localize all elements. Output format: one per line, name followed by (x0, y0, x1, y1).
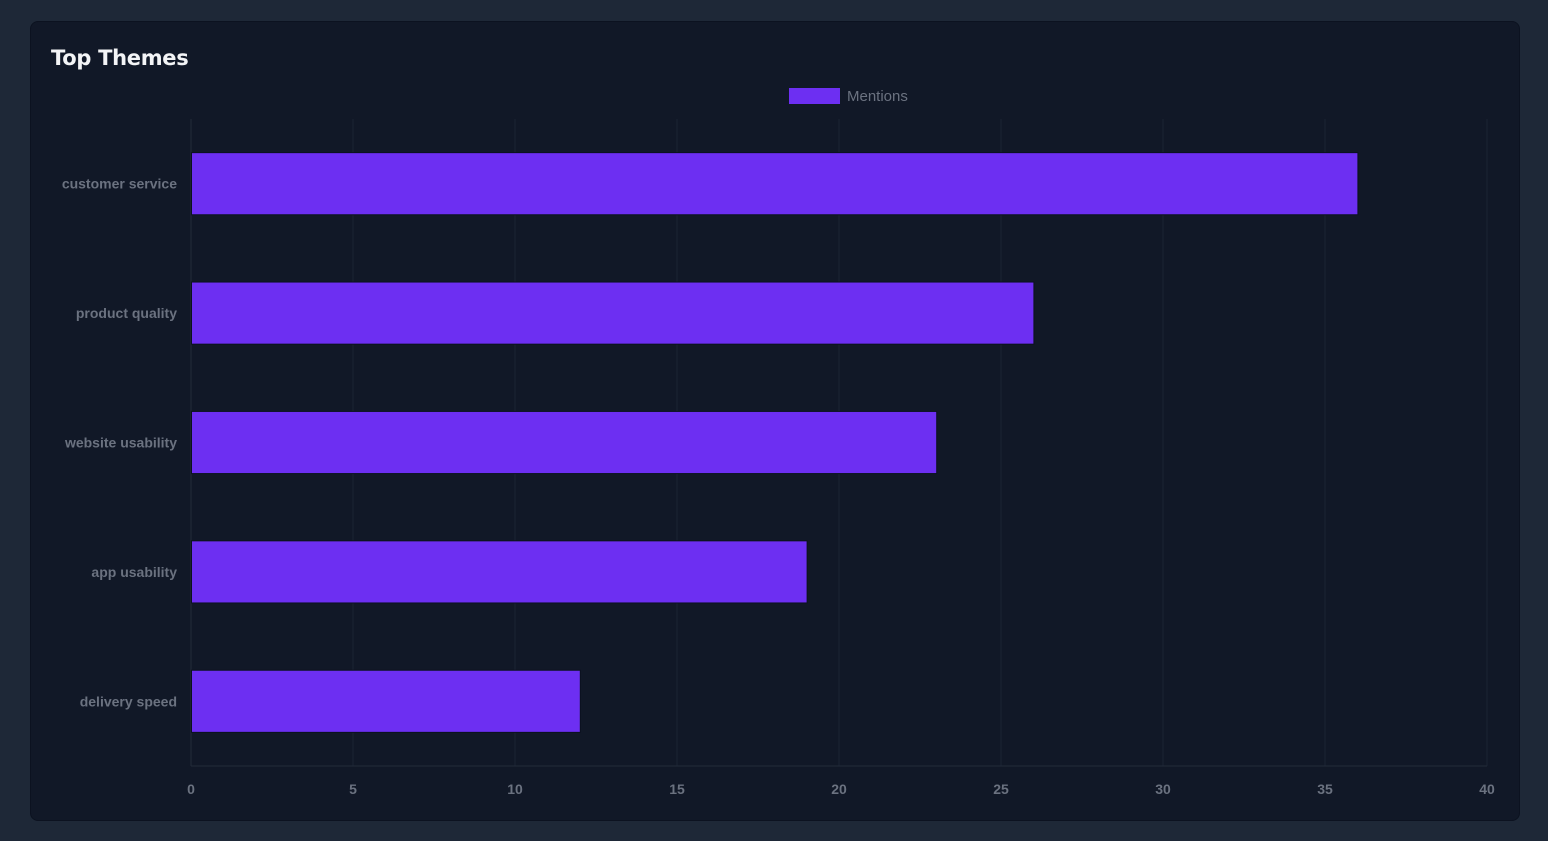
x-tick-label: 25 (993, 781, 1009, 797)
chart-title: Top Themes (51, 46, 189, 70)
x-tick-label: 30 (1155, 781, 1171, 797)
x-tick-label: 35 (1317, 781, 1333, 797)
chart-card: Top Themes customer service product quali… (30, 21, 1520, 821)
bar[interactable] (191, 669, 581, 733)
bar[interactable] (191, 540, 808, 604)
x-tick-label: 0 (187, 781, 195, 797)
y-tick-label: customer service (62, 176, 177, 192)
y-tick-label: website usability (64, 435, 177, 451)
x-tick-label: 5 (349, 781, 357, 797)
legend[interactable]: Mentions (789, 88, 908, 105)
bar[interactable] (191, 152, 1359, 216)
bar-chart: customer service product quality website u… (62, 88, 1495, 797)
bar[interactable] (191, 410, 938, 475)
x-tick-label: 15 (669, 781, 685, 797)
legend-label: Mentions (847, 88, 908, 105)
x-tick-label: 40 (1479, 781, 1495, 797)
bar[interactable] (191, 281, 1035, 345)
y-tick-label: product quality (76, 305, 177, 321)
x-tick-label: 20 (831, 781, 847, 797)
y-tick-label: delivery speed (80, 693, 177, 709)
legend-swatch (789, 88, 840, 104)
y-tick-label: app usability (91, 564, 177, 580)
x-tick-label: 10 (507, 781, 523, 797)
